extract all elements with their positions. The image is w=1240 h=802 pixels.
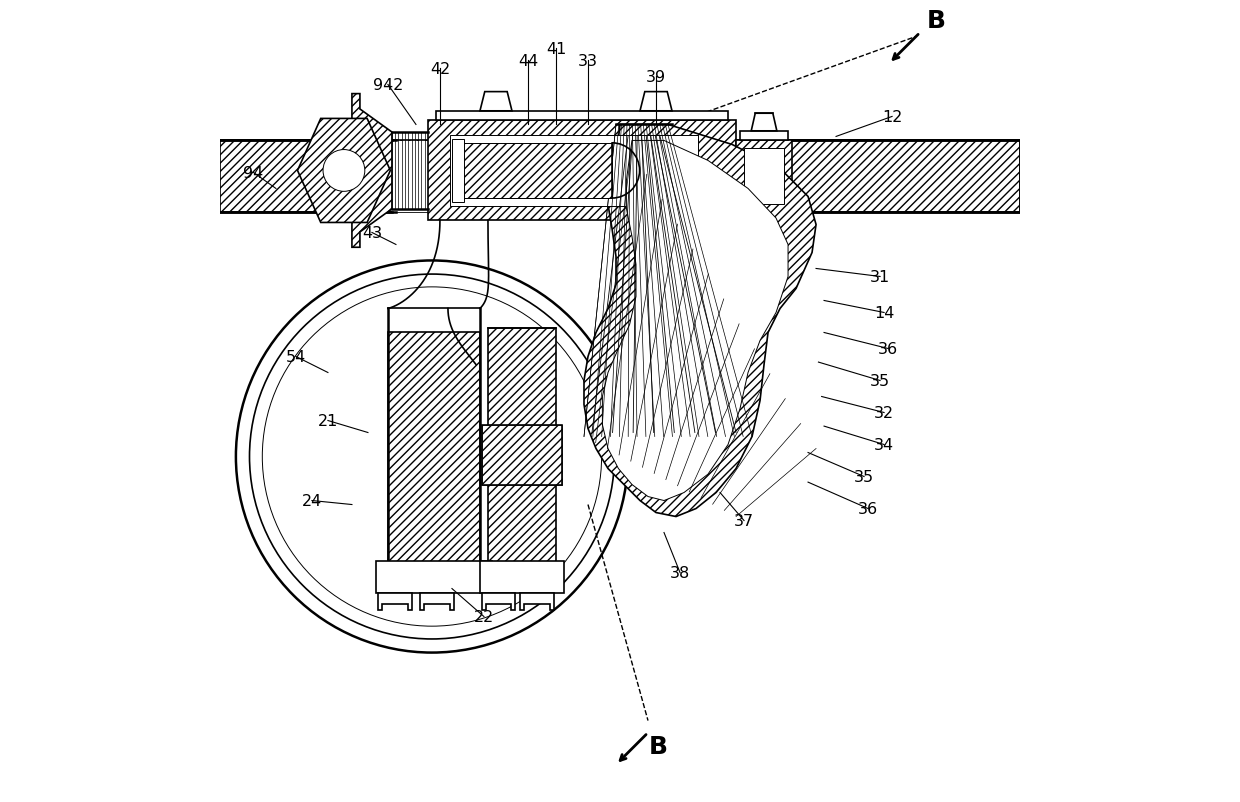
Text: 34: 34	[874, 437, 894, 452]
Bar	[392, 142, 748, 213]
Text: 22: 22	[474, 610, 494, 624]
Polygon shape	[481, 593, 515, 610]
Text: 37: 37	[734, 513, 754, 529]
Bar	[450, 136, 698, 207]
Bar	[450, 136, 698, 207]
Bar	[428, 121, 737, 221]
Text: 36: 36	[858, 501, 878, 516]
Circle shape	[263, 287, 601, 626]
Text: 41: 41	[546, 42, 567, 57]
Bar	[744, 149, 784, 205]
Polygon shape	[420, 593, 454, 610]
Bar	[451, 140, 464, 203]
Text: 36: 36	[878, 342, 898, 357]
Text: 21: 21	[317, 414, 339, 428]
Text: 14: 14	[874, 306, 894, 321]
Text: B: B	[926, 10, 946, 34]
Bar	[460, 144, 613, 199]
Text: 39: 39	[646, 70, 666, 85]
Circle shape	[324, 150, 365, 192]
Text: 35: 35	[870, 374, 890, 388]
Bar	[219, 141, 392, 213]
Bar	[436, 111, 728, 121]
Polygon shape	[378, 593, 412, 610]
Text: 38: 38	[670, 565, 691, 581]
Text: 44: 44	[518, 54, 538, 69]
Bar	[480, 561, 564, 593]
Polygon shape	[751, 114, 776, 132]
Bar	[460, 144, 613, 199]
Text: 35: 35	[854, 469, 874, 484]
Bar	[219, 141, 392, 213]
Bar	[219, 141, 1021, 213]
Bar	[489, 329, 556, 569]
Polygon shape	[584, 125, 816, 516]
Bar	[740, 132, 789, 141]
Circle shape	[249, 275, 614, 639]
Bar	[376, 561, 492, 593]
Text: 31: 31	[870, 269, 890, 285]
Text: 12: 12	[882, 110, 903, 125]
Polygon shape	[352, 95, 392, 248]
Polygon shape	[480, 92, 512, 111]
Bar	[481, 425, 563, 485]
Text: 24: 24	[301, 493, 322, 508]
Bar	[737, 141, 792, 213]
Circle shape	[236, 261, 627, 653]
Text: 42: 42	[430, 62, 450, 77]
Text: 94: 94	[243, 166, 264, 180]
Bar	[388, 333, 480, 565]
Polygon shape	[298, 119, 391, 223]
Text: 33: 33	[578, 54, 598, 69]
Text: 32: 32	[874, 406, 894, 420]
Text: 54: 54	[285, 350, 306, 365]
Text: B: B	[649, 735, 668, 758]
Polygon shape	[603, 141, 789, 501]
Bar	[481, 425, 563, 485]
Text: 942: 942	[373, 78, 403, 93]
Polygon shape	[520, 593, 553, 610]
Bar	[737, 141, 1021, 213]
Text: 43: 43	[362, 225, 382, 241]
Polygon shape	[640, 92, 672, 111]
Bar	[737, 141, 1021, 213]
